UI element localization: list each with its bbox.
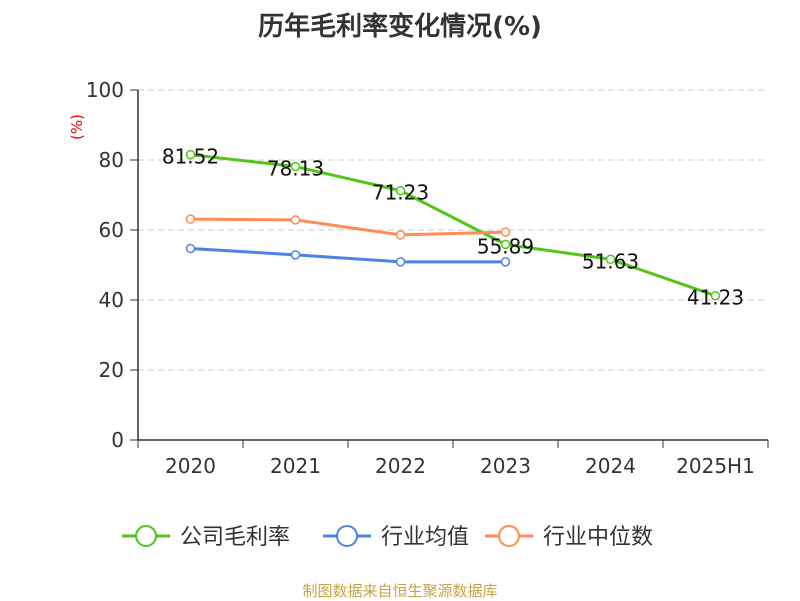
data-point <box>500 227 511 237</box>
data-point <box>395 185 406 196</box>
x-tick-label: 2025H1 <box>676 454 755 478</box>
x-tick-label: 2020 <box>165 454 216 478</box>
y-tick-label: 100 <box>86 78 124 102</box>
data-point <box>395 257 406 267</box>
data-label: 41.23 <box>687 286 744 310</box>
data-label: 51.63 <box>582 249 639 273</box>
legend-marker <box>336 525 358 547</box>
y-tick-label: 80 <box>99 148 124 172</box>
series-line <box>190 153 716 298</box>
data-point <box>185 243 196 254</box>
data-label: 81.52 <box>162 145 219 169</box>
data-point <box>500 257 511 267</box>
x-tick-label: 2022 <box>375 454 426 478</box>
data-point <box>185 214 196 224</box>
data-point <box>500 239 511 250</box>
y-axis-label: (%) <box>68 114 86 140</box>
x-tick-label: 2021 <box>270 454 321 478</box>
series-line <box>190 247 506 264</box>
x-tick-label: 2024 <box>585 454 636 478</box>
legend-label: 行业均值 <box>381 525 469 550</box>
y-tick-label: 60 <box>99 218 124 242</box>
y-tick-label: 40 <box>99 288 124 312</box>
legend-label: 行业中位数 <box>543 525 653 550</box>
data-point <box>185 149 196 160</box>
data-label: 78.13 <box>267 157 324 181</box>
series-line <box>190 217 506 237</box>
chart-title: 历年毛利率变化情况(%) <box>258 12 542 42</box>
y-tick-label: 20 <box>99 358 124 382</box>
data-point <box>395 230 406 240</box>
data-point <box>605 254 616 265</box>
legend-label: 公司毛利率 <box>180 525 290 550</box>
data-point <box>290 215 301 225</box>
legend-marker <box>498 525 520 547</box>
data-label: 71.23 <box>372 181 429 205</box>
data-point <box>290 161 301 172</box>
data-point <box>710 290 721 301</box>
x-tick-label: 2023 <box>480 454 531 478</box>
data-label: 55.89 <box>477 234 534 258</box>
source-note: 制图数据来自恒生聚源数据库 <box>302 582 498 600</box>
data-point <box>290 250 301 260</box>
y-tick-label: 0 <box>111 428 124 452</box>
legend-marker <box>135 525 157 547</box>
